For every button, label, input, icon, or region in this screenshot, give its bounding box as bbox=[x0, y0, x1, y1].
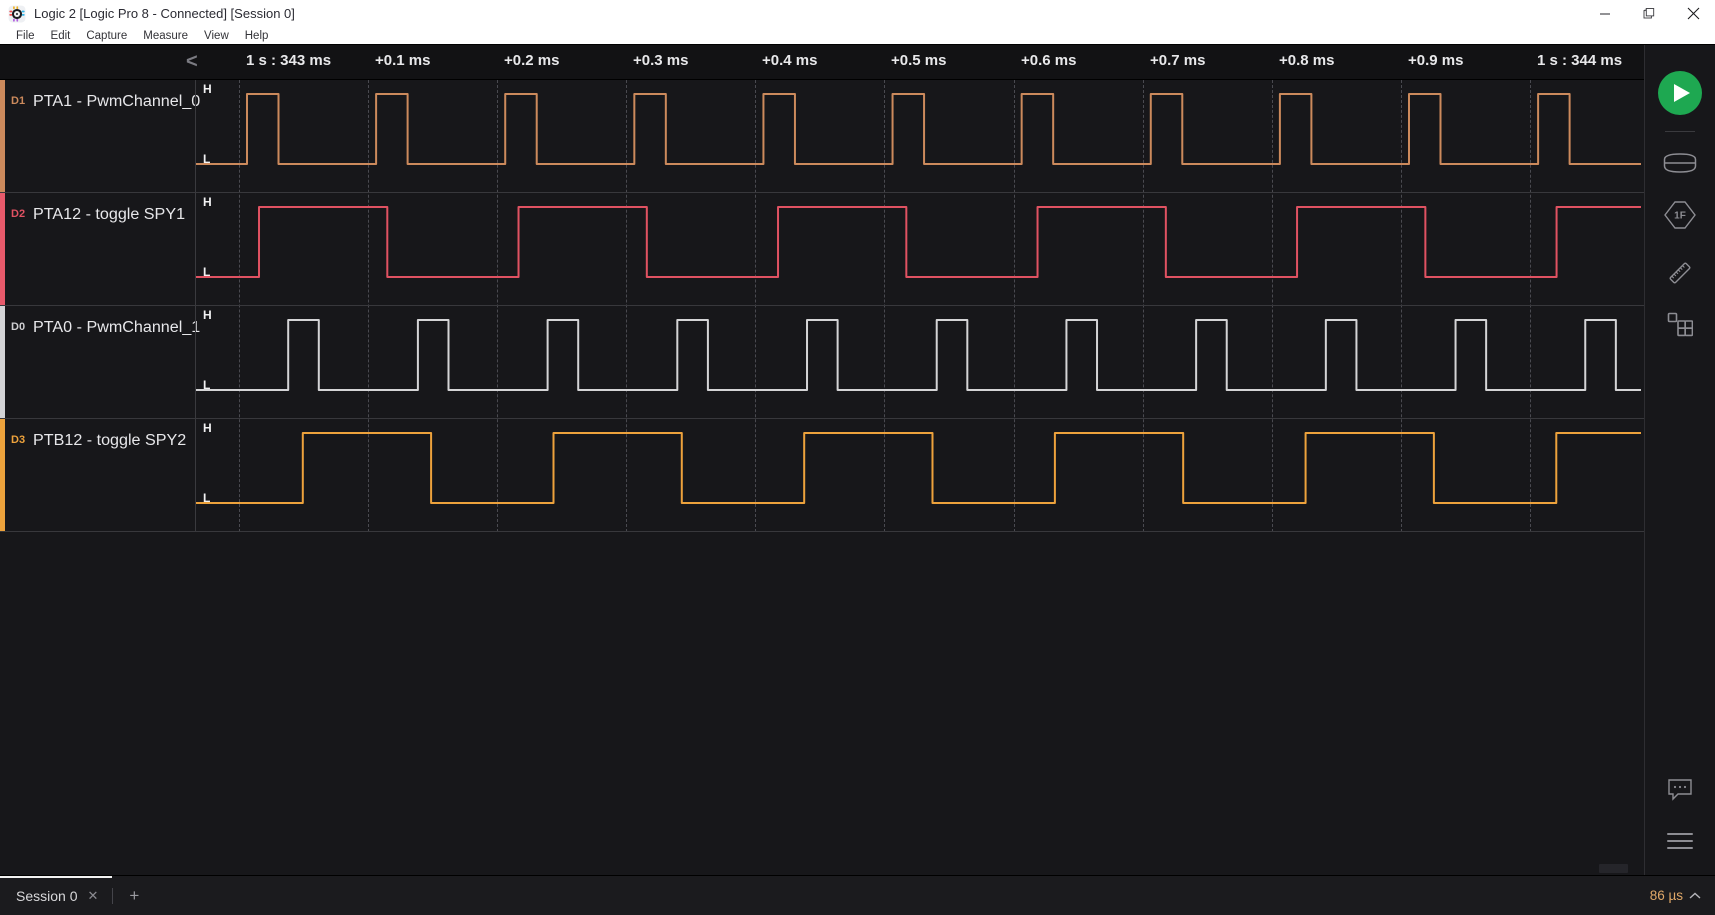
svg-text:1F: 1F bbox=[1674, 211, 1686, 222]
